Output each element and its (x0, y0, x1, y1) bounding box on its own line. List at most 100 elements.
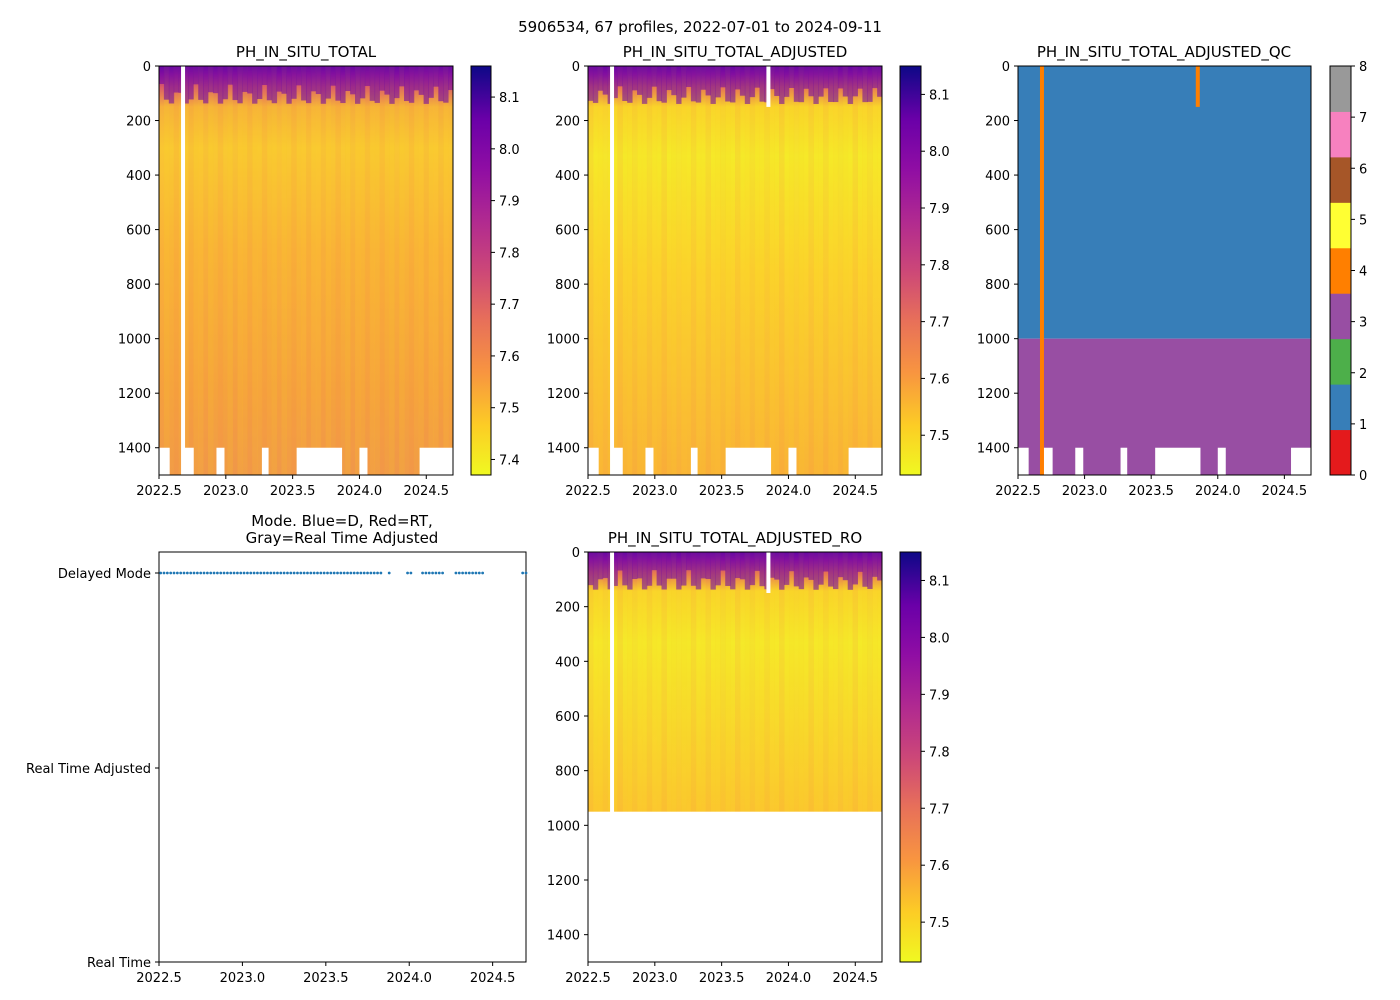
heatmap-missing-bins (610, 552, 771, 962)
surface-band (818, 552, 824, 585)
mode-point (252, 571, 256, 575)
y-tick-label: 0 (572, 60, 580, 75)
surface-band (715, 552, 721, 586)
surface-band (641, 66, 648, 104)
surface-band (730, 552, 736, 590)
surface-band (325, 66, 331, 99)
surface-band (837, 66, 844, 89)
surface-band (656, 66, 662, 102)
surface-band (813, 552, 819, 590)
y-tick-label: 1200 (547, 874, 580, 889)
profile-band (198, 66, 204, 475)
profile-band (690, 552, 697, 812)
surface-band (828, 552, 834, 587)
heatmap-field (588, 552, 882, 812)
surface-band (769, 66, 775, 90)
mode-point (225, 571, 229, 575)
profile-band (433, 66, 439, 475)
mode-point (332, 571, 336, 575)
y-tick-label: 1400 (977, 442, 1010, 457)
colorbar-tick-label: 8.1 (499, 91, 520, 106)
profile-band (443, 66, 449, 475)
profile-band (237, 66, 243, 475)
mode-point (272, 571, 276, 575)
mode-point (262, 571, 266, 575)
profile-band (423, 66, 429, 475)
surface-band (227, 66, 233, 85)
surface-band (291, 66, 297, 99)
y-tick-label: 1200 (977, 387, 1010, 402)
profile-band (617, 66, 623, 475)
profile-band (872, 66, 878, 475)
surface-band (842, 66, 849, 97)
mode-point (379, 571, 383, 575)
surface-band (710, 552, 716, 590)
profile-band (257, 66, 263, 475)
mode-point (346, 571, 349, 575)
profile-band (163, 66, 170, 475)
surface-band (296, 66, 302, 86)
profile-band (730, 552, 736, 812)
surface-band (345, 66, 351, 91)
mode-point (256, 571, 259, 575)
colorbar-tick-label: 7.9 (929, 688, 950, 703)
profile-band (168, 66, 175, 475)
y-tick-label: 200 (126, 115, 151, 130)
profile-band (671, 66, 677, 475)
profile-band (637, 66, 643, 475)
mode-point (409, 571, 413, 575)
profile-band (641, 552, 648, 812)
colorbar-tick-label: 1 (1359, 418, 1367, 433)
surface-band (769, 552, 775, 578)
profile-band (622, 66, 628, 475)
mode-point (376, 571, 379, 575)
colorbar-ticks: 7.5 7.6 7.7 7.8 7.9 8.0 8.1 (921, 574, 950, 931)
surface-band (281, 66, 287, 94)
mode-point (182, 571, 186, 575)
profile-band (862, 552, 868, 812)
surface-band (877, 552, 882, 581)
profile-band (281, 66, 287, 475)
surface-band (651, 552, 658, 571)
surface-band (867, 552, 873, 589)
profile-band (759, 552, 765, 812)
missing-deep-bin (184, 447, 194, 475)
profile-band (710, 552, 716, 812)
mode-point (195, 571, 199, 575)
x-tick-label: 2023.0 (632, 971, 678, 986)
profile-band (242, 66, 248, 475)
profile-band (252, 66, 258, 475)
panel-data-mode: Mode. Blue=D, Red=RT, Gray=Real Time Adj… (26, 512, 528, 986)
surface-band (784, 66, 790, 97)
surface-band (661, 66, 667, 103)
x-tick-label: 2023.5 (270, 484, 316, 499)
surface-band (774, 552, 780, 580)
profile-band (261, 66, 268, 475)
profile-band (730, 66, 736, 475)
surface-band (208, 66, 214, 93)
mode-point (259, 571, 263, 575)
profile-band (286, 66, 292, 475)
surface-band (749, 66, 756, 98)
mode-point (159, 571, 163, 575)
surface-band (676, 66, 682, 104)
profile-band (656, 66, 662, 475)
surface-band (877, 66, 882, 97)
profile-band (374, 66, 380, 475)
x-tick-label: 2024.5 (833, 484, 879, 499)
profile-band (183, 66, 189, 475)
profile-band (627, 552, 633, 812)
surface-band (759, 552, 765, 587)
surface-band (784, 552, 790, 585)
qc-bad-profile (1195, 66, 1200, 107)
profile-band (330, 66, 336, 475)
profile-band (404, 66, 410, 475)
x-axis: 2022.5 2023.0 2023.5 2024.0 2024.5 (565, 475, 878, 499)
colorbar-tick-label: 0 (1359, 469, 1367, 484)
axes-frame (587, 65, 883, 476)
surface-band (592, 552, 599, 590)
scatter-points (159, 571, 528, 575)
profile-band (818, 552, 824, 812)
missing-deep-bin (645, 447, 654, 475)
qc-region-good (1018, 66, 1311, 339)
